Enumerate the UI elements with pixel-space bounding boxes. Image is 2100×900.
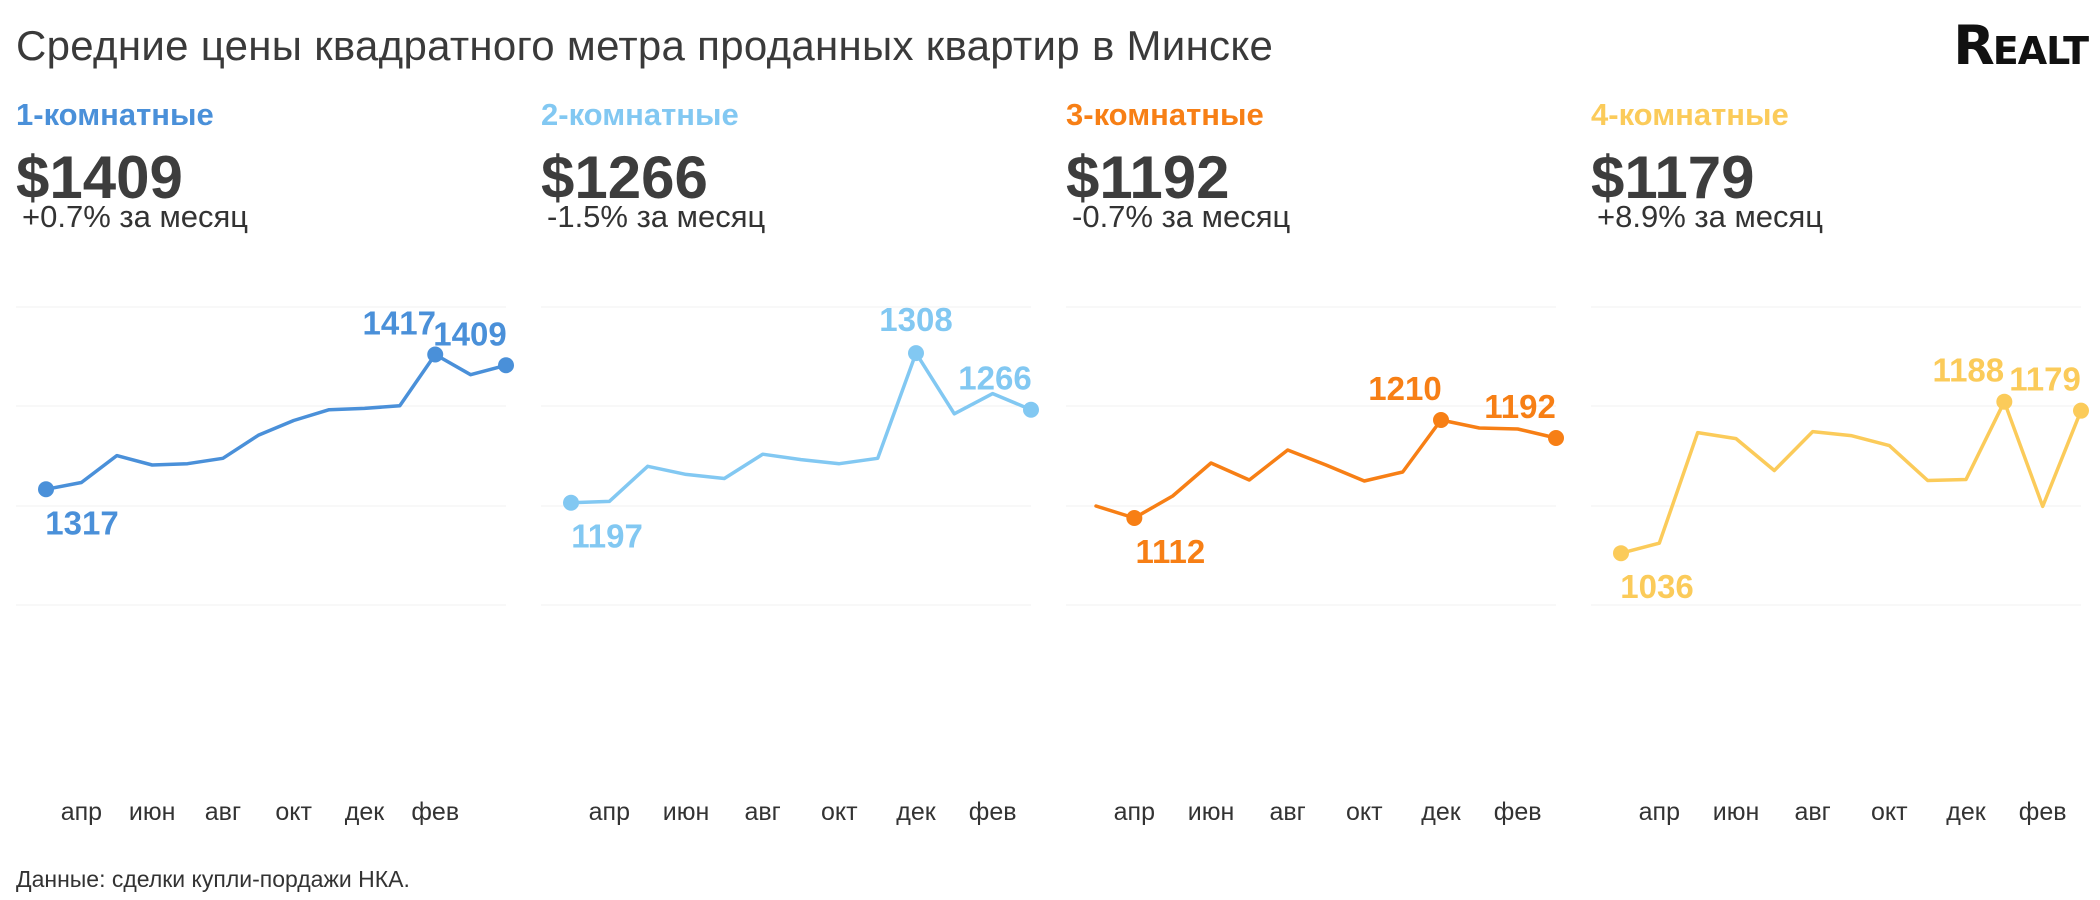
data-point — [1433, 412, 1449, 428]
x-tick-label: окт — [1346, 798, 1383, 826]
chart-title: 2-комнатные — [541, 97, 739, 132]
data-point — [1548, 430, 1564, 446]
data-point — [563, 494, 579, 511]
data-label: 1317 — [45, 504, 118, 541]
price-change: -1.5% за месяц — [547, 199, 766, 234]
data-point — [38, 481, 54, 498]
chart-panel-1room: 1-комнатные $1409 +0.7% за месяц 1317 141… — [16, 95, 536, 855]
x-tick-label: апр — [61, 798, 102, 826]
x-tick-label: фев — [969, 798, 1017, 826]
price-change: +8.9% за месяц — [1597, 199, 1824, 234]
x-tick-label: авг — [205, 798, 241, 826]
data-point — [1996, 393, 2013, 410]
data-point — [1613, 545, 1629, 562]
x-tick-label: апр — [589, 798, 630, 826]
data-point — [498, 357, 514, 374]
data-label: 1266 — [958, 360, 1031, 397]
x-tick-label: авг — [1795, 798, 1831, 826]
realt-logo: REALT — [1953, 14, 2089, 77]
price-change: +0.7% за месяц — [22, 199, 249, 234]
x-tick-label: дек — [345, 798, 385, 826]
data-label: 1112 — [1135, 533, 1205, 570]
x-tick-label: фев — [2019, 798, 2067, 826]
chart-title: 1-комнатные — [16, 97, 214, 132]
chart-title: 4-комнатные — [1591, 97, 1789, 132]
x-tick-label: фев — [1494, 798, 1542, 826]
price-change: -0.7% за месяц — [1072, 199, 1291, 234]
chart-panel-4room: 4-комнатные $1179 +8.9% за месяц 1036 118… — [1591, 95, 2100, 855]
data-point — [1126, 510, 1143, 526]
x-tick-label: окт — [1871, 798, 1908, 826]
price-value: $1179 — [1591, 144, 1755, 211]
data-point — [427, 346, 444, 363]
price-value: $1409 — [16, 144, 183, 211]
x-tick-label: дек — [1946, 798, 1986, 826]
data-label: 1036 — [1620, 568, 1693, 605]
series-line — [44, 352, 508, 492]
data-label: 1409 — [433, 315, 506, 352]
data-point — [1023, 401, 1039, 418]
data-point — [908, 345, 924, 362]
data-source-note: Данные: сделки купли-пордажи НКА. — [16, 866, 410, 892]
data-label: 1192 — [1484, 388, 1556, 425]
data-label: 1308 — [879, 301, 952, 338]
gridlines — [1591, 306, 2081, 606]
data-label: 1417 — [363, 304, 436, 341]
data-label: 1210 — [1368, 370, 1441, 407]
series-line — [569, 351, 1033, 505]
x-tick-label: окт — [821, 798, 858, 826]
x-tick-label: дек — [896, 798, 936, 826]
x-tick-label: дек — [1421, 798, 1461, 826]
gridlines — [16, 306, 506, 606]
x-tick-label: авг — [745, 798, 781, 826]
data-label: 1179 — [2009, 361, 2081, 398]
x-tick-label: фев — [411, 798, 459, 826]
data-label: 1197 — [571, 518, 643, 555]
series-line — [1619, 399, 2083, 555]
price-value: $1192 — [1066, 144, 1230, 211]
x-tick-label: окт — [275, 798, 312, 826]
gridlines — [541, 306, 1031, 606]
x-tick-label: июн — [663, 798, 710, 826]
x-tick-label: июн — [129, 798, 176, 826]
data-point — [2073, 402, 2089, 419]
x-tick-label: апр — [1639, 798, 1680, 826]
chart-title: 3-комнатные — [1066, 97, 1264, 132]
price-value: $1266 — [541, 144, 708, 211]
gridlines — [1066, 306, 1556, 606]
page-title: Средние цены квадратного метра проданных… — [16, 22, 1274, 69]
x-tick-label: апр — [1114, 798, 1155, 826]
line-chart-4room: 1036 1188 1179 апр июн авг окт дек фев — [1591, 306, 2089, 826]
x-tick-label: июн — [1713, 798, 1760, 826]
line-chart-3room: 1112 1210 1192 апр июн авг окт дек фев — [1066, 306, 1564, 826]
series-line — [1094, 418, 1558, 520]
x-tick-label: авг — [1270, 798, 1306, 826]
data-label: 1188 — [1933, 352, 2005, 389]
x-tick-label: июн — [1188, 798, 1235, 826]
chart-panel-2room: 2-комнатные $1266 -1.5% за месяц 1197 130… — [541, 95, 1061, 855]
chart-panel-3room: 3-комнатные $1192 -0.7% за месяц 1112 121… — [1066, 95, 1586, 855]
